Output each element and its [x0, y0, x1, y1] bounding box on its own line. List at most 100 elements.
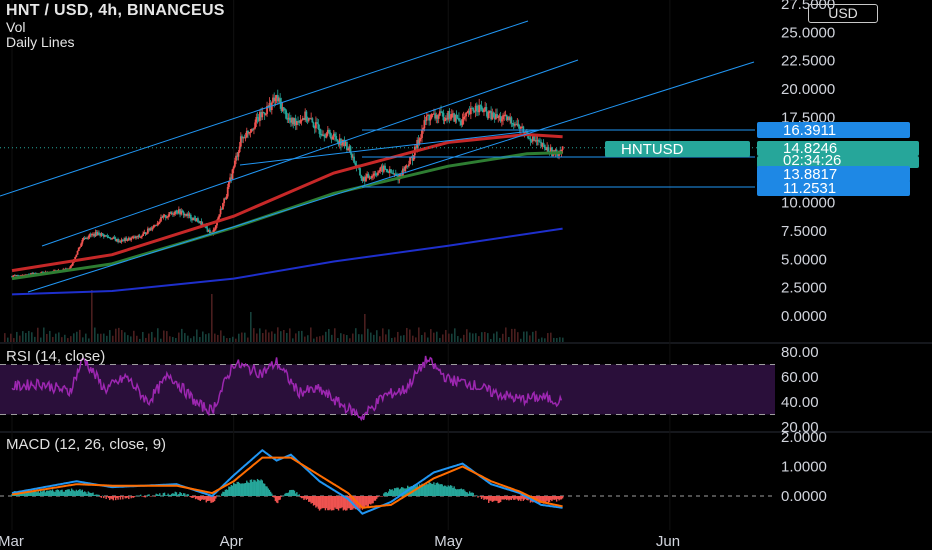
candle-body	[312, 122, 315, 128]
candle-body	[194, 218, 197, 222]
candle-body	[163, 215, 166, 217]
macd-hist-bar	[336, 496, 339, 510]
macd-hist-bar	[119, 496, 122, 500]
candle-body	[428, 115, 431, 121]
macd-hist-bar	[223, 491, 225, 496]
candle-body	[448, 110, 451, 119]
macd-hist-bar	[60, 490, 62, 496]
macd-hist-bar	[471, 492, 473, 496]
macd-hist-bar	[232, 482, 235, 496]
candle-body	[90, 234, 93, 236]
macd-hist-bar	[389, 489, 391, 496]
macd-hist-bar	[186, 494, 188, 496]
symbol-title[interactable]: HNT / USD, 4h, BINANCEUS	[6, 2, 225, 19]
price-label-last-price: 14.8246	[783, 140, 837, 157]
macd-hist-bar	[522, 496, 524, 501]
macd-hist-bar	[560, 496, 563, 500]
volume-bar	[199, 337, 201, 342]
price-label-level-13: 13.8817	[783, 166, 837, 183]
macd-hist-bar	[392, 490, 395, 496]
volume-bar	[22, 331, 24, 342]
rsi-label[interactable]: RSI (14, close)	[6, 348, 106, 365]
volume-bar	[343, 334, 345, 342]
volume-bar	[415, 337, 417, 342]
currency-button[interactable]: USD	[808, 4, 878, 23]
volume-bar	[19, 335, 21, 342]
price-tick-label: 20.0000	[781, 81, 835, 98]
candle-body	[303, 118, 305, 120]
candle-body	[434, 113, 436, 119]
volume-bar	[250, 312, 252, 342]
macd-hist-bar	[123, 496, 125, 497]
ma-long-line	[11, 227, 563, 296]
candle-body	[294, 118, 297, 126]
macd-label[interactable]: MACD (12, 26, close, 9)	[6, 436, 167, 453]
macd-hist-bar	[292, 489, 294, 496]
macd-hist-bar	[69, 491, 72, 496]
volume-bar	[376, 330, 378, 342]
indicator-daily-lines[interactable]: Daily Lines	[6, 34, 75, 50]
macd-hist-bar	[491, 496, 494, 502]
candle-body	[260, 112, 262, 118]
candle-body	[98, 232, 100, 235]
candle-body	[372, 175, 375, 177]
volume-bar	[451, 333, 453, 342]
macd-hist-bar	[447, 485, 449, 496]
candle-body	[346, 142, 348, 150]
candle-body	[208, 229, 211, 234]
volume-bar	[436, 331, 438, 342]
macd-hist-bar	[67, 489, 69, 496]
macd-hist-bar	[309, 496, 311, 502]
indicator-vol[interactable]: Vol	[6, 19, 26, 35]
candle-body	[456, 118, 459, 120]
volume-bar	[25, 333, 27, 342]
candle-body	[325, 133, 328, 138]
volume-bar	[79, 329, 81, 342]
candle-body	[223, 198, 226, 204]
candle-body	[472, 108, 475, 111]
macd-hist-bar	[372, 496, 374, 504]
macd-hist-bar	[231, 485, 234, 496]
candle-body	[367, 174, 370, 178]
macd-hist-bar	[101, 495, 104, 497]
candle-body	[182, 211, 185, 216]
candle-body	[435, 115, 438, 119]
macd-hist-bar	[45, 490, 48, 496]
candle-body	[424, 120, 427, 122]
candle-body	[316, 122, 319, 124]
volume-bar	[505, 327, 507, 342]
candle-body	[350, 153, 353, 158]
volume-bar	[130, 336, 132, 342]
volume-bar	[439, 337, 441, 342]
candle-body	[436, 115, 439, 119]
candle-body	[156, 223, 159, 226]
macd-hist-bar	[204, 496, 206, 500]
volume-bar	[244, 332, 246, 342]
volume-bar	[391, 337, 393, 342]
macd-hist-bar	[55, 490, 57, 496]
candle-body	[382, 165, 385, 172]
macd-hist-bar	[253, 479, 255, 496]
macd-hist-bar	[31, 491, 33, 496]
price-tick-label: 0.0000	[781, 308, 827, 325]
candle-body	[509, 117, 512, 121]
volume-bar	[217, 334, 219, 342]
volume-bar	[466, 329, 468, 342]
macd-hist-bar	[278, 496, 280, 501]
macd-hist-bar	[331, 496, 334, 511]
macd-hist-bar	[131, 496, 134, 498]
macd-hist-bar	[51, 489, 54, 496]
macd-hist-bar	[554, 496, 557, 500]
macd-hist-bar	[66, 489, 68, 496]
macd-hist-bar	[44, 492, 47, 496]
candle-body	[175, 210, 178, 213]
candle-body	[148, 228, 150, 231]
macd-hist-bar	[47, 490, 49, 496]
volume-bar	[136, 335, 138, 342]
candle-body	[70, 265, 73, 267]
macd-hist-bar	[185, 496, 187, 497]
volume-bar	[265, 329, 267, 342]
volume-bar	[223, 335, 225, 342]
candle-body	[396, 175, 398, 177]
